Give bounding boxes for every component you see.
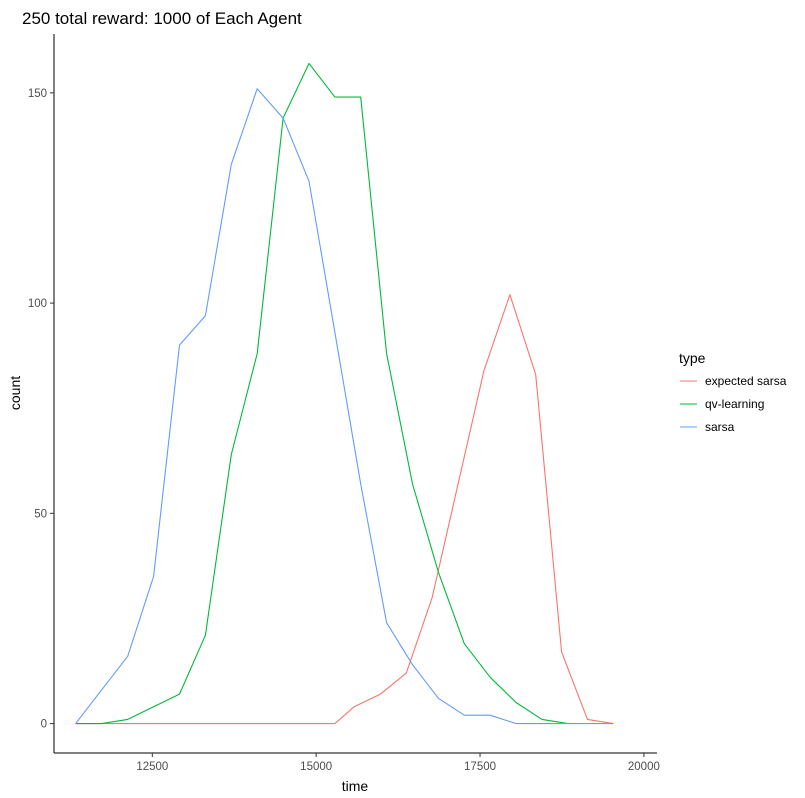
legend-items: expected sarsa qv-learning sarsa xyxy=(680,374,787,434)
y-tick-label: 0 xyxy=(41,719,47,731)
series-line-sarsa xyxy=(75,88,614,725)
y-ticks: 0 50 100 150 xyxy=(28,88,54,731)
x-tick-label: 15000 xyxy=(300,761,332,773)
y-tick-label: 50 xyxy=(34,508,47,520)
legend-label-expected-sarsa: expected sarsa xyxy=(705,374,787,388)
x-axis-title: time xyxy=(342,778,369,794)
legend-title: type xyxy=(679,350,706,366)
x-tick-label: 12500 xyxy=(136,761,168,773)
series-line-expected-sarsa xyxy=(75,294,614,725)
y-tick-label: 100 xyxy=(28,298,47,310)
x-ticks: 12500 15000 17500 20000 xyxy=(136,753,660,773)
y-axis-title: count xyxy=(7,376,23,410)
series-layer xyxy=(75,62,614,725)
axes xyxy=(53,34,657,754)
legend-label-sarsa: sarsa xyxy=(705,420,735,434)
x-tick-label: 20000 xyxy=(628,761,660,773)
x-tick-label: 17500 xyxy=(464,761,496,773)
y-tick-label: 150 xyxy=(28,88,47,100)
legend: type expected sarsa qv-learning sarsa xyxy=(679,350,787,434)
series-line-qv-learning xyxy=(75,62,568,725)
legend-label-qv-learning: qv-learning xyxy=(705,397,764,411)
chart-title: 250 total reward: 1000 of Each Agent xyxy=(22,9,302,28)
